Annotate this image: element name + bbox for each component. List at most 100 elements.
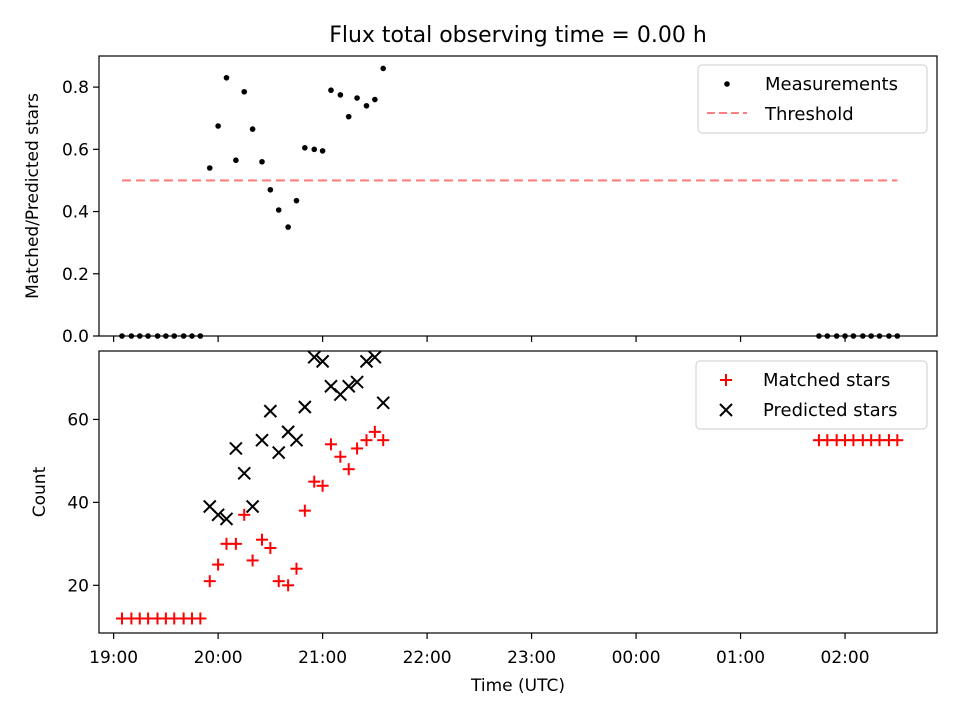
predicted-star-point <box>255 433 269 447</box>
measurement-point <box>354 95 360 101</box>
measurement-point <box>311 146 318 153</box>
predicted-star-point <box>289 433 304 447</box>
bottom-y-tick-label: 40 <box>67 493 89 513</box>
predicted-star-point <box>237 466 251 481</box>
predicted-star-point <box>298 400 312 414</box>
predicted-star-point <box>350 375 364 389</box>
bottom-panel-x-ticks: 19:00 20:00 21:00 22:00 23:00 00:00 01:00 02:00 <box>89 633 870 668</box>
predicted-star-point <box>263 404 278 418</box>
matched-star-point <box>316 479 329 492</box>
matched-star-point <box>256 533 269 546</box>
legend-matched-label: Matched stars <box>763 370 890 391</box>
predicted-star-point <box>359 354 374 369</box>
bottom-panel-y-ticks: 20 40 60 <box>67 410 99 596</box>
measurement-point <box>337 92 344 98</box>
bottom-panel: 20 40 60 19:00 20:00 21:00 22:00 23:00 00:00 01:… <box>30 350 938 696</box>
matched-star-point <box>351 442 364 455</box>
measurement-point <box>363 102 370 109</box>
matched-star-point <box>308 475 321 488</box>
top-panel-title: Flux total observing time = 0.00 h <box>329 23 707 48</box>
measurement-point <box>241 88 248 95</box>
top-legend-box <box>697 64 928 134</box>
matched-star-point <box>342 463 355 476</box>
top-y-tick-label: 0.2 <box>62 265 89 285</box>
matched-star-point <box>290 562 303 575</box>
measurement-point <box>372 96 378 103</box>
top-y-tick-label: 0.0 <box>62 327 89 347</box>
matched-star-point <box>891 434 904 447</box>
matched-star-point <box>272 575 285 588</box>
bottom-legend-box <box>695 360 928 430</box>
bottom-x-tick-label: 22:00 <box>403 648 452 668</box>
matched-star-point <box>298 504 311 517</box>
measurement-point <box>319 148 326 154</box>
bottom-x-tick-label: 20:00 <box>194 648 243 668</box>
bottom-y-tick-label: 20 <box>67 576 89 596</box>
matched-star-point <box>324 438 337 451</box>
predicted-star-point <box>245 499 260 514</box>
measurement-point <box>285 224 291 230</box>
matched-star-point <box>377 434 390 447</box>
series-predicted-stars <box>203 350 390 526</box>
measurement-point <box>302 144 308 151</box>
measurement-point <box>223 74 230 81</box>
matched-star-point <box>229 537 242 550</box>
predicted-star-point <box>376 396 390 410</box>
top-y-tick-label: 0.6 <box>62 140 89 160</box>
measurement-point <box>380 65 387 72</box>
top-panel-frame <box>98 55 938 337</box>
bottom-y-tick-label: 60 <box>67 410 89 430</box>
measurement-point <box>293 197 300 204</box>
top-y-tick-label: 0.4 <box>62 203 89 223</box>
legend-predicted-marker <box>719 403 733 417</box>
legend-threshold-label: Threshold <box>764 104 854 125</box>
measurement-point <box>267 186 274 193</box>
bottom-panel-marks <box>115 350 904 625</box>
measurement-point <box>345 113 352 120</box>
predicted-star-point <box>368 350 382 364</box>
matched-star-point <box>282 579 295 592</box>
measurement-point <box>206 165 213 171</box>
matched-star-point <box>238 508 251 521</box>
bottom-panel-y-label: Count <box>30 466 50 517</box>
predicted-star-point <box>342 379 356 393</box>
measurement-point <box>215 123 221 129</box>
measurement-point <box>259 158 265 165</box>
matched-star-point <box>194 612 207 625</box>
matched-star-point <box>212 558 225 571</box>
series-matched-stars <box>115 425 904 625</box>
top-legend: Measurements Threshold <box>697 64 928 134</box>
top-panel-y-ticks: 0.0 0.2 0.4 0.6 0.8 <box>62 78 99 347</box>
bottom-x-tick-label: 01:00 <box>716 648 765 668</box>
top-y-tick-label: 0.8 <box>62 78 89 98</box>
matched-star-point <box>203 575 216 588</box>
top-panel: Flux total observing time = 0.00 h 0.00.… <box>23 23 938 347</box>
legend-matched-marker <box>720 374 732 386</box>
bottom-x-tick-label: 21:00 <box>298 648 347 668</box>
legend-predicted-label: Predicted stars <box>763 400 897 421</box>
legend-measurements-label: Measurements <box>765 74 898 95</box>
top-panel-x-ticks <box>113 336 846 342</box>
measurement-point <box>275 207 282 213</box>
legend-measurements-marker <box>724 81 730 87</box>
predicted-star-point <box>315 354 330 369</box>
measurement-point <box>328 87 334 94</box>
bottom-x-tick-label: 00:00 <box>612 648 661 668</box>
measurement-point <box>233 157 239 164</box>
matched-star-point <box>360 434 373 447</box>
bottom-x-tick-label: 19:00 <box>89 648 138 668</box>
predicted-star-point <box>229 441 243 456</box>
matched-star-point <box>264 541 277 554</box>
measurement-point <box>249 126 256 132</box>
predicted-star-point <box>307 350 321 364</box>
bottom-panel-frame <box>98 350 938 634</box>
predicted-star-point <box>211 508 225 522</box>
bottom-x-tick-label: 23:00 <box>507 648 556 668</box>
matched-star-point <box>368 425 381 438</box>
bottom-legend: Matched stars Predicted stars <box>695 360 928 430</box>
predicted-star-point <box>272 445 286 460</box>
matched-star-point <box>246 554 259 567</box>
bottom-panel-x-label: Time (UTC) <box>470 676 565 696</box>
predicted-star-point <box>219 512 234 526</box>
